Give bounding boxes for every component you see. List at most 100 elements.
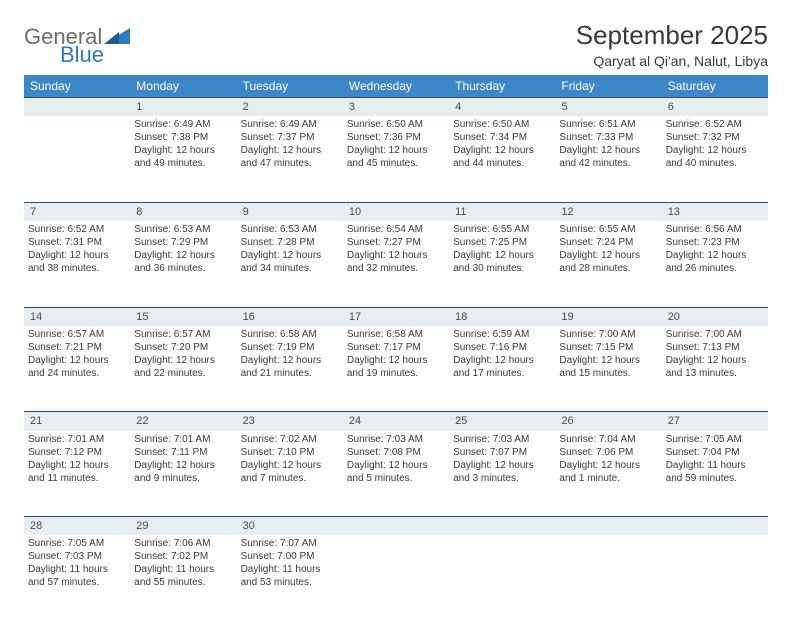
sunrise-text: Sunrise: 7:06 AM: [134, 537, 232, 550]
sunset-text: Sunset: 7:08 PM: [347, 446, 445, 459]
sunrise-text: Sunrise: 7:00 AM: [559, 328, 657, 341]
day-number: 22: [130, 412, 236, 431]
brand-triangle-icon: [104, 28, 130, 48]
sunrise-text: Sunrise: 6:57 AM: [134, 328, 232, 341]
day-number: 7: [24, 202, 130, 221]
sunset-text: Sunset: 7:32 PM: [666, 131, 764, 144]
day-cell: [343, 535, 449, 621]
sunrise-text: Sunrise: 6:52 AM: [28, 223, 126, 236]
sunset-text: Sunset: 7:29 PM: [134, 236, 232, 249]
day-cell: Sunrise: 6:52 AMSunset: 7:32 PMDaylight:…: [662, 116, 768, 202]
sunrise-text: Sunrise: 7:05 AM: [28, 537, 126, 550]
sunrise-text: Sunrise: 6:58 AM: [241, 328, 339, 341]
sunrise-text: Sunrise: 6:54 AM: [347, 223, 445, 236]
sunrise-text: Sunrise: 6:57 AM: [28, 328, 126, 341]
weekday-header: Friday: [555, 75, 661, 98]
weekday-header: Thursday: [449, 75, 555, 98]
daylight2-text: and 34 minutes.: [241, 262, 339, 275]
sunset-text: Sunset: 7:33 PM: [559, 131, 657, 144]
daylight2-text: and 40 minutes.: [666, 157, 764, 170]
daynum-row: 282930: [24, 517, 768, 536]
sunset-text: Sunset: 7:37 PM: [241, 131, 339, 144]
day-number: 12: [555, 202, 661, 221]
day-cell: Sunrise: 6:51 AMSunset: 7:33 PMDaylight:…: [555, 116, 661, 202]
sunset-text: Sunset: 7:07 PM: [453, 446, 551, 459]
sunrise-text: Sunrise: 7:01 AM: [28, 433, 126, 446]
daylight2-text: and 42 minutes.: [559, 157, 657, 170]
day-number: 23: [237, 412, 343, 431]
sunset-text: Sunset: 7:28 PM: [241, 236, 339, 249]
day-cell: [662, 535, 768, 621]
daylight1-text: Daylight: 11 hours: [28, 563, 126, 576]
daylight2-text: and 55 minutes.: [134, 576, 232, 589]
daylight1-text: Daylight: 12 hours: [453, 354, 551, 367]
daylight1-text: Daylight: 12 hours: [453, 459, 551, 472]
day-cell: Sunrise: 6:49 AMSunset: 7:38 PMDaylight:…: [130, 116, 236, 202]
sunrise-text: Sunrise: 7:03 AM: [453, 433, 551, 446]
sunrise-text: Sunrise: 6:49 AM: [134, 118, 232, 131]
daylight2-text: and 45 minutes.: [347, 157, 445, 170]
sunset-text: Sunset: 7:06 PM: [559, 446, 657, 459]
daylight1-text: Daylight: 12 hours: [559, 144, 657, 157]
daylight1-text: Daylight: 12 hours: [28, 459, 126, 472]
daylight2-text: and 49 minutes.: [134, 157, 232, 170]
daylight2-text: and 15 minutes.: [559, 367, 657, 380]
day-number: 15: [130, 307, 236, 326]
week-row: Sunrise: 6:52 AMSunset: 7:31 PM Daylight:…: [24, 221, 768, 307]
sunset-text: Sunset: 7:17 PM: [347, 341, 445, 354]
daylight1-text: Daylight: 12 hours: [134, 144, 232, 157]
day-cell: [24, 116, 130, 202]
day-number: 10: [343, 202, 449, 221]
day-number: 27: [662, 412, 768, 431]
sunrise-text: Sunrise: 6:49 AM: [241, 118, 339, 131]
daylight1-text: Daylight: 11 hours: [241, 563, 339, 576]
day-number: 16: [237, 307, 343, 326]
sunset-text: Sunset: 7:20 PM: [134, 341, 232, 354]
day-cell: Sunrise: 7:05 AMSunset: 7:04 PMDaylight:…: [662, 431, 768, 517]
day-cell: Sunrise: 7:02 AMSunset: 7:10 PMDaylight:…: [237, 431, 343, 517]
daylight1-text: Daylight: 12 hours: [134, 249, 232, 262]
day-cell: Sunrise: 6:59 AMSunset: 7:16 PMDaylight:…: [449, 326, 555, 412]
sunset-text: Sunset: 7:15 PM: [559, 341, 657, 354]
day-number: [343, 517, 449, 536]
daylight2-text: and 17 minutes.: [453, 367, 551, 380]
sunset-text: Sunset: 7:25 PM: [453, 236, 551, 249]
sunrise-text: Sunrise: 6:52 AM: [666, 118, 764, 131]
day-number: 28: [24, 517, 130, 536]
sunrise-text: Sunrise: 6:50 AM: [347, 118, 445, 131]
page-title: September 2025: [576, 20, 768, 51]
sunrise-text: Sunrise: 7:07 AM: [241, 537, 339, 550]
daylight2-text: and 9 minutes.: [134, 472, 232, 485]
daylight1-text: Daylight: 12 hours: [666, 354, 764, 367]
weekday-header: Wednesday: [343, 75, 449, 98]
sunrise-text: Sunrise: 6:53 AM: [241, 223, 339, 236]
day-cell: Sunrise: 6:57 AMSunset: 7:20 PMDaylight:…: [130, 326, 236, 412]
day-cell: Sunrise: 7:03 AMSunset: 7:07 PMDaylight:…: [449, 431, 555, 517]
day-number: 8: [130, 202, 236, 221]
daylight1-text: Daylight: 12 hours: [453, 249, 551, 262]
daynum-row: 21222324252627: [24, 412, 768, 431]
daylight2-text: and 3 minutes.: [453, 472, 551, 485]
daylight2-text: and 26 minutes.: [666, 262, 764, 275]
brand-logo: GeneralBlue: [24, 26, 130, 66]
sunset-text: Sunset: 7:31 PM: [28, 236, 126, 249]
daylight2-text: and 13 minutes.: [666, 367, 764, 380]
daylight2-text: and 24 minutes.: [28, 367, 126, 380]
daynum-row: 123456: [24, 98, 768, 117]
daylight2-text: and 47 minutes.: [241, 157, 339, 170]
day-cell: Sunrise: 6:49 AMSunset: 7:37 PMDaylight:…: [237, 116, 343, 202]
sunset-text: Sunset: 7:16 PM: [453, 341, 551, 354]
daylight1-text: Daylight: 12 hours: [241, 354, 339, 367]
day-cell: Sunrise: 6:56 AMSunset: 7:23 PMDaylight:…: [662, 221, 768, 307]
daylight2-text: and 28 minutes.: [559, 262, 657, 275]
daylight2-text: and 7 minutes.: [241, 472, 339, 485]
daylight1-text: Daylight: 12 hours: [559, 459, 657, 472]
day-number: [24, 98, 130, 117]
day-cell: Sunrise: 7:07 AMSunset: 7:00 PMDaylight:…: [237, 535, 343, 621]
day-number: 6: [662, 98, 768, 117]
day-number: 1: [130, 98, 236, 117]
day-number: 5: [555, 98, 661, 117]
daylight1-text: Daylight: 12 hours: [347, 354, 445, 367]
day-cell: Sunrise: 7:05 AMSunset: 7:03 PMDaylight:…: [24, 535, 130, 621]
week-row: Sunrise: 6:49 AMSunset: 7:38 PMDaylight:…: [24, 116, 768, 202]
